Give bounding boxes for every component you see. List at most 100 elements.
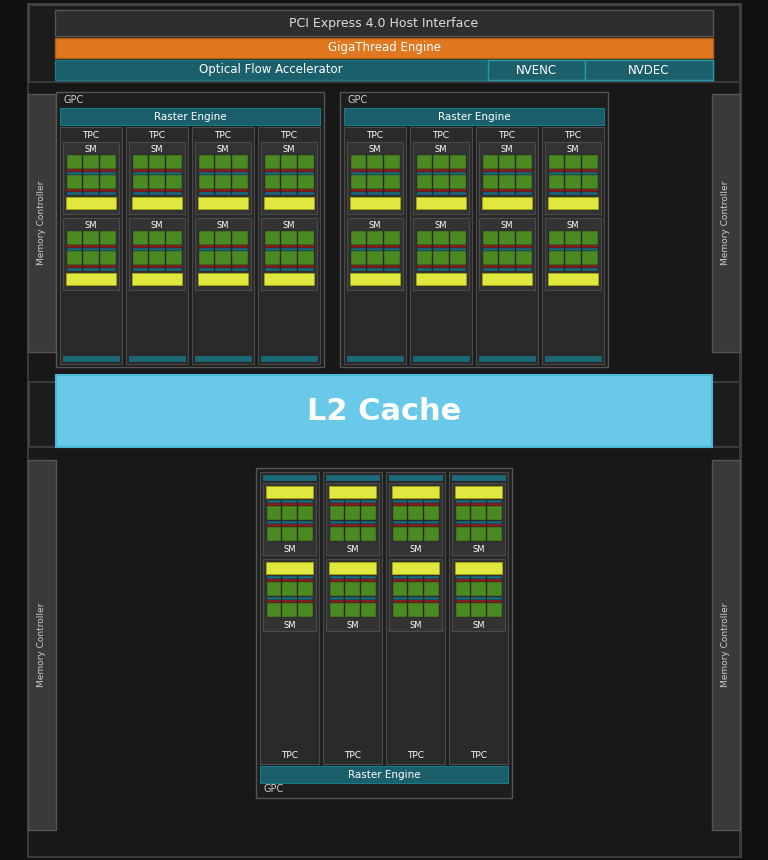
Bar bbox=[482, 189, 498, 192]
Bar bbox=[264, 231, 280, 245]
Bar bbox=[408, 500, 423, 502]
Bar bbox=[548, 273, 598, 285]
Bar bbox=[487, 524, 502, 526]
Text: TPC: TPC bbox=[281, 752, 298, 760]
Bar bbox=[479, 142, 535, 214]
Bar bbox=[499, 172, 515, 175]
Bar bbox=[198, 248, 214, 250]
Bar bbox=[367, 251, 382, 265]
Bar bbox=[329, 562, 376, 574]
Bar bbox=[282, 503, 297, 506]
Bar bbox=[408, 527, 423, 541]
Text: Raster Engine: Raster Engine bbox=[438, 112, 510, 121]
Bar bbox=[408, 521, 423, 524]
Bar bbox=[487, 503, 502, 506]
Bar bbox=[166, 268, 181, 271]
Bar bbox=[471, 527, 486, 541]
Bar bbox=[100, 265, 115, 267]
Bar bbox=[582, 248, 598, 250]
Bar bbox=[499, 251, 515, 265]
Bar bbox=[215, 231, 231, 245]
Bar bbox=[548, 192, 564, 194]
Bar bbox=[416, 155, 432, 169]
Bar bbox=[56, 92, 324, 367]
Bar bbox=[282, 524, 297, 526]
Bar bbox=[215, 172, 231, 175]
Text: SM: SM bbox=[435, 220, 447, 230]
Bar bbox=[63, 142, 119, 214]
Bar bbox=[298, 597, 313, 599]
Bar bbox=[345, 500, 360, 502]
Bar bbox=[232, 189, 247, 192]
Text: Raster Engine: Raster Engine bbox=[154, 112, 227, 121]
Bar bbox=[350, 251, 366, 265]
Bar bbox=[133, 172, 148, 175]
Bar bbox=[450, 251, 465, 265]
Bar bbox=[455, 506, 470, 520]
Bar bbox=[149, 189, 165, 192]
Bar bbox=[548, 189, 564, 192]
Text: SM: SM bbox=[283, 220, 295, 230]
Bar bbox=[548, 245, 564, 248]
Bar bbox=[482, 175, 498, 189]
Bar bbox=[329, 597, 344, 599]
Bar bbox=[329, 576, 344, 579]
Bar bbox=[264, 172, 280, 175]
Bar bbox=[195, 218, 251, 290]
Bar bbox=[582, 251, 598, 265]
Bar bbox=[281, 248, 297, 250]
Bar bbox=[67, 175, 82, 189]
Bar bbox=[499, 245, 515, 248]
Bar bbox=[582, 189, 598, 192]
Bar bbox=[66, 197, 116, 209]
Bar bbox=[282, 579, 297, 581]
Bar bbox=[416, 197, 466, 209]
Text: SM: SM bbox=[346, 544, 359, 554]
Bar bbox=[565, 175, 581, 189]
Bar bbox=[565, 268, 581, 271]
Bar bbox=[60, 108, 320, 125]
Text: TPC: TPC bbox=[407, 752, 424, 760]
Bar bbox=[66, 273, 116, 285]
Bar bbox=[582, 175, 598, 189]
Bar bbox=[264, 189, 280, 192]
Bar bbox=[482, 197, 532, 209]
Bar bbox=[548, 169, 564, 171]
Bar bbox=[215, 189, 231, 192]
Bar bbox=[149, 231, 165, 245]
Bar bbox=[450, 231, 465, 245]
Bar bbox=[471, 603, 486, 617]
Text: TPC: TPC bbox=[366, 131, 383, 139]
Bar bbox=[384, 172, 399, 175]
Bar bbox=[195, 142, 251, 214]
Bar bbox=[232, 231, 247, 245]
Bar bbox=[565, 192, 581, 194]
Bar bbox=[260, 472, 319, 764]
Bar bbox=[585, 60, 713, 80]
Bar bbox=[516, 268, 531, 271]
Bar bbox=[410, 127, 472, 364]
Bar bbox=[232, 155, 247, 169]
Bar bbox=[100, 251, 115, 265]
Bar bbox=[67, 248, 82, 250]
Bar bbox=[298, 506, 313, 520]
Bar bbox=[298, 265, 313, 267]
Bar bbox=[298, 175, 313, 189]
Bar bbox=[416, 251, 432, 265]
Bar bbox=[264, 169, 280, 171]
Bar bbox=[149, 175, 165, 189]
Bar bbox=[329, 600, 344, 603]
Bar bbox=[548, 248, 564, 250]
Bar bbox=[83, 231, 99, 245]
Bar bbox=[133, 248, 148, 250]
Bar bbox=[424, 603, 439, 617]
Bar bbox=[471, 597, 486, 599]
Bar bbox=[471, 503, 486, 506]
Bar bbox=[281, 155, 297, 169]
Bar bbox=[392, 503, 407, 506]
Bar bbox=[133, 155, 148, 169]
Bar bbox=[416, 189, 432, 192]
Bar bbox=[361, 600, 376, 603]
Bar bbox=[392, 597, 407, 599]
Bar bbox=[455, 576, 470, 579]
